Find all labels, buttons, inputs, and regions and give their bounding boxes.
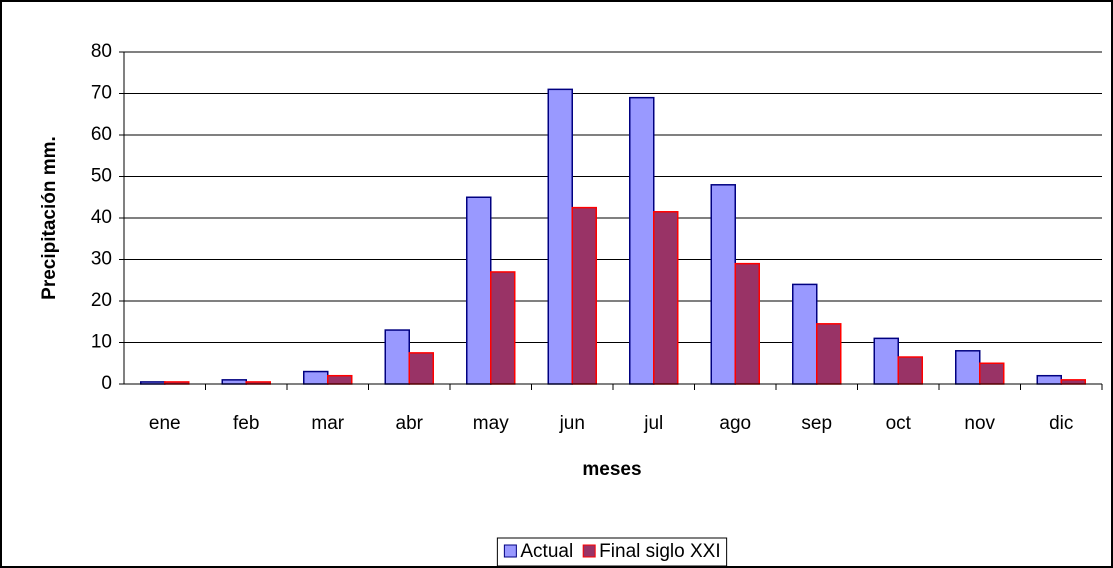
bar (653, 211, 679, 385)
y-tick-label: 80 (91, 41, 112, 62)
bar (1060, 379, 1086, 385)
x-tick-label: ago (719, 413, 751, 434)
bar (897, 356, 923, 385)
bar (547, 88, 573, 385)
bar (571, 206, 597, 385)
bar (490, 271, 516, 385)
x-tick-label: nov (964, 413, 995, 434)
bar (629, 96, 655, 385)
x-tick-label: oct (886, 413, 912, 434)
y-tick-label: 30 (91, 249, 112, 270)
y-axis-title: Precipitación mm. (39, 136, 60, 300)
legend-label: Actual (520, 541, 573, 562)
bar (384, 329, 410, 385)
bar (955, 350, 981, 385)
legend-swatch (582, 544, 596, 558)
x-tick-label: sep (801, 413, 832, 434)
y-tick-label: 40 (91, 207, 112, 228)
legend-swatch (503, 544, 517, 558)
x-tick-label: ene (149, 413, 181, 434)
x-tick-label: mar (311, 413, 344, 434)
x-tick-label: abr (396, 413, 424, 434)
y-tick-label: 10 (91, 332, 112, 353)
x-tick-label: may (473, 413, 509, 434)
bar (466, 196, 492, 385)
bar (303, 370, 329, 385)
y-tick-label: 70 (91, 83, 112, 104)
bar (710, 184, 736, 385)
bar (221, 379, 247, 385)
bar (327, 374, 353, 385)
bar (734, 262, 760, 385)
y-tick-label: 20 (91, 290, 112, 311)
bar (979, 362, 1005, 385)
x-tick-label: feb (233, 413, 259, 434)
bar (792, 283, 818, 385)
x-axis-title: meses (582, 459, 641, 480)
x-tick-label: jun (559, 413, 585, 434)
bar (816, 323, 842, 385)
bar (873, 337, 899, 385)
y-tick-label: 0 (101, 373, 112, 394)
bar (408, 352, 434, 385)
y-tick-label: 60 (91, 124, 112, 145)
x-tick-label: jul (643, 413, 663, 434)
bar (1036, 374, 1062, 385)
x-tick-label: dic (1049, 413, 1073, 434)
y-tick-label: 50 (91, 166, 112, 187)
legend-box (496, 537, 728, 567)
legend-label: Final siglo XXI (599, 541, 720, 562)
